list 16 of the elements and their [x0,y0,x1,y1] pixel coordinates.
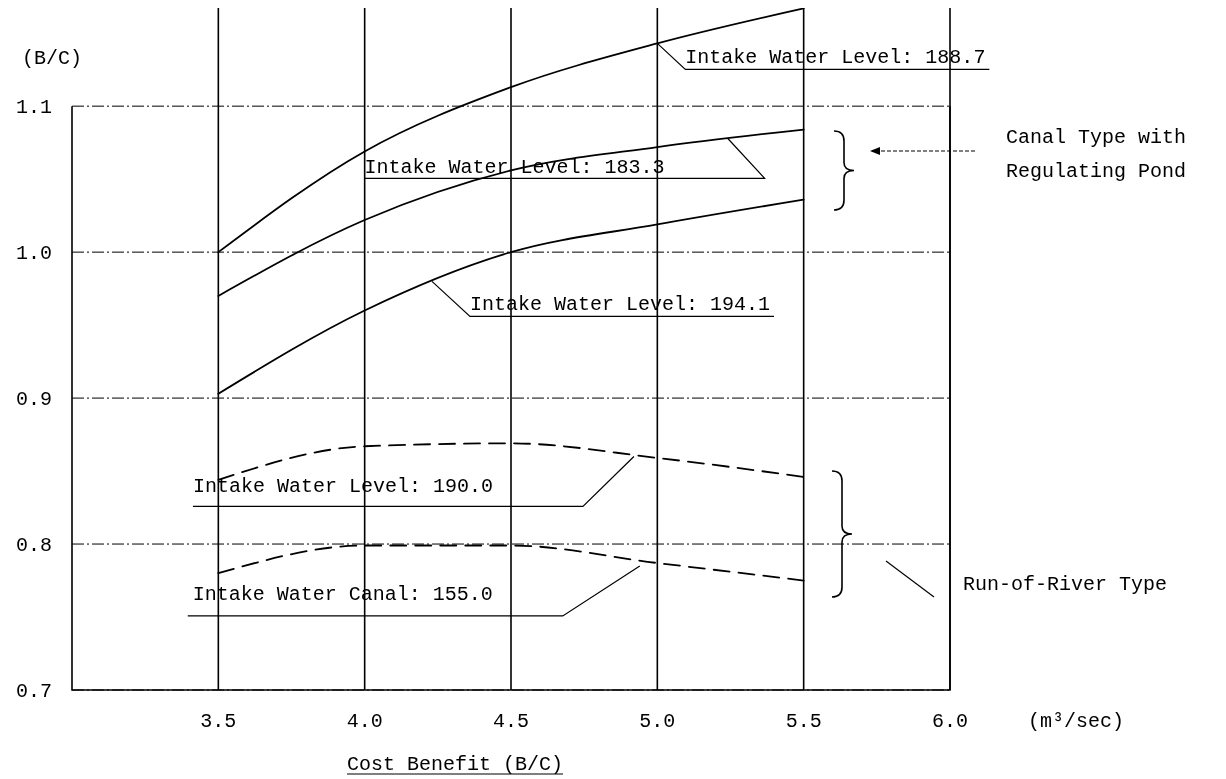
y-axis-title: (B/C) [22,47,83,70]
y-tick-label: 0.7 [15,680,52,703]
x-tick-label: 3.5 [200,710,237,733]
x-tick-label: 6.0 [931,710,969,733]
y-tick-label: 1.1 [15,96,52,120]
text: (m³/sec) [1028,710,1125,733]
x-tick-label: 5.0 [639,710,676,733]
x-tick-label: 4.5 [492,710,530,733]
text: Canal Type with Regulating Pond [1005,126,1187,183]
x-tick-label: 4.0 [346,710,383,733]
x-axis-title: Cost Benefit (B/C) [346,753,564,776]
y-tick-label: 0.9 [15,388,52,412]
x-tick-label: 5.5 [785,710,822,733]
text: Run-of-River Type [963,573,1168,596]
y-tick-label: 0.8 [15,534,52,558]
y-tick-label: 1.0 [15,242,52,266]
